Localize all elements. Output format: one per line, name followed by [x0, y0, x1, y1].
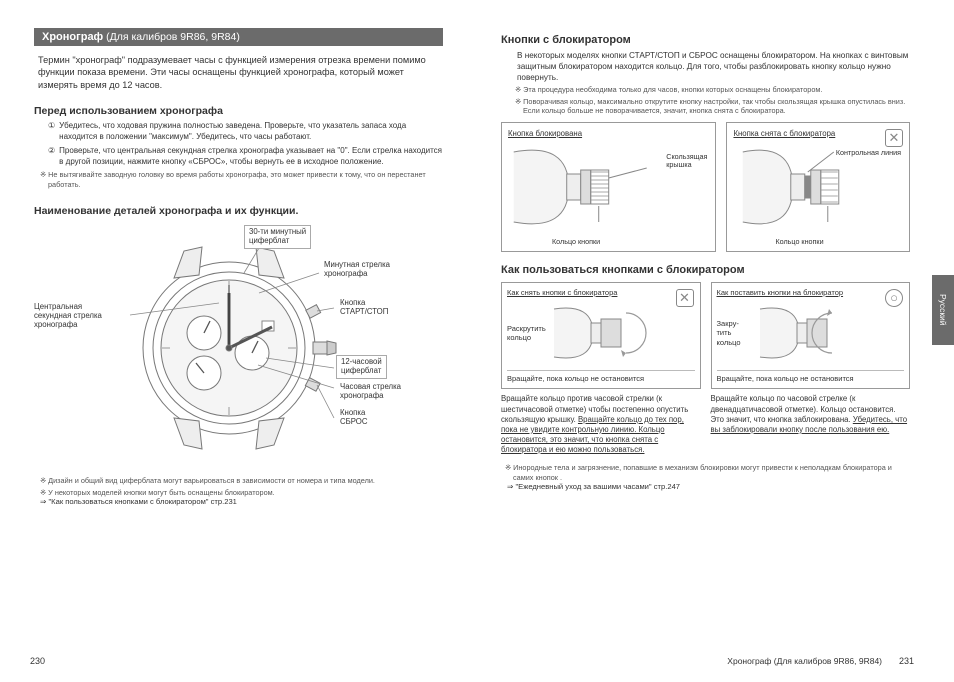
subhead-how-to: Как пользоваться кнопками с блокиратором: [501, 264, 910, 276]
footer-title: Хронограф (Для калибров 9R86, 9R84): [727, 656, 882, 666]
label-slide-cover: Скользящая крышка: [666, 153, 707, 170]
list-item: ② Проверьте, что центральная секундная с…: [48, 146, 443, 168]
how-caption: Как поставить кнопки на блокиратор: [717, 288, 905, 297]
box-unlocked: ✕ Кнопка снята с блокиратора: [726, 122, 910, 252]
page-right: Кнопки с блокиратором В некоторых моделя…: [477, 0, 954, 682]
step-num: ②: [48, 146, 55, 168]
unlock-rotate-illustration: [551, 301, 661, 365]
subhead-lock-buttons: Кнопки с блокиратором: [501, 34, 910, 46]
how-bottom: Вращайте, пока кольцо не остановится: [507, 370, 695, 383]
label-start-stop-btn: Кнопка СТАРТ/СТОП: [340, 299, 388, 317]
star-note: Эта процедура необходима только для часо…: [511, 85, 910, 94]
star-note: Не вытягивайте заводную головку во время…: [34, 170, 443, 189]
circle-icon: ○: [885, 289, 903, 307]
star-note: У некоторых моделей кнопки могут быть ос…: [34, 488, 443, 497]
box-caption: Кнопка блокирована: [508, 129, 709, 138]
step-text: Убедитесь, что ходовая пружина полностью…: [59, 121, 443, 143]
label-central-second: Центральная секундная стрелка хронографа: [34, 303, 102, 330]
step-num: ①: [48, 121, 55, 143]
label-hour-hand: Часовая стрелка хронографа: [340, 383, 401, 401]
label-ring: Кольцо кнопки: [775, 238, 823, 246]
star-note: Инородные тела и загрязнение, попавшие в…: [501, 463, 910, 482]
how-to-diagrams: ✕ Как снять кнопки с блокиратора Раскрут…: [501, 282, 910, 390]
step-text: Проверьте, что центральная секундная стр…: [59, 146, 443, 168]
label-ring: Кольцо кнопки: [552, 238, 600, 246]
numbered-steps: ① Убедитесь, что ходовая пружина полност…: [34, 121, 443, 167]
how-bottom: Вращайте, пока кольцо не остановится: [717, 370, 905, 383]
section-title-rest: (Для калибров 9R86, 9R84): [106, 31, 240, 43]
subhead-before-use: Перед использованием хронографа: [34, 105, 443, 117]
close-icon: ✕: [676, 289, 694, 307]
page-number: 231: [899, 656, 914, 666]
lock-intro: В некоторых моделях кнопки СТАРТ/СТОП и …: [501, 50, 910, 83]
page-left: Хронограф (Для калибров 9R86, 9R84) Терм…: [0, 0, 477, 682]
star-note: Дизайн и общий вид циферблата могут варь…: [34, 476, 443, 485]
how-mid: Раскрутить кольцо: [507, 324, 547, 343]
section-title-bold: Хронограф: [42, 31, 103, 43]
box-locked: Кнопка блокирована: [501, 122, 716, 252]
box-lock-how: ○ Как поставить кнопки на блокиратор Зак…: [711, 282, 911, 390]
lock-rotate-illustration: [757, 301, 867, 365]
how-caption: Как снять кнопки с блокиратора: [507, 288, 695, 297]
label-reset-btn: Кнопка СБРОС: [340, 409, 367, 427]
arrow-ref: "Как пользоваться кнопками с блокираторо…: [50, 497, 443, 506]
label-30min-dial: 30-ти минутный циферблат: [244, 225, 311, 249]
chronograph-diagram: Центральная секундная стрелка хронографа…: [34, 223, 443, 473]
desc-left: Вращайте кольцо против часовой стрелки (…: [501, 394, 701, 455]
intro-text: Термин "хронограф" подразумевает часы с …: [34, 54, 443, 99]
page-number: 230: [30, 656, 45, 666]
box-unlock-how: ✕ Как снять кнопки с блокиратора Раскрут…: [501, 282, 701, 390]
label-control-line: Контрольная линия: [836, 149, 901, 157]
desc-right: Вращайте кольцо по часовой стрелке (к дв…: [711, 394, 911, 455]
description-columns: Вращайте кольцо против часовой стрелки (…: [501, 394, 910, 455]
list-item: ① Убедитесь, что ходовая пружина полност…: [48, 121, 443, 143]
label-minute-hand: Минутная стрелка хронографа: [324, 261, 390, 279]
box-caption: Кнопка снята с блокиратора: [733, 129, 903, 138]
how-mid: Закру- тить кольцо: [717, 319, 753, 347]
subhead-parts: Наименование деталей хронографа и их фун…: [34, 205, 443, 217]
section-title-bar: Хронограф (Для калибров 9R86, 9R84): [34, 28, 443, 46]
star-note: Поворачивая кольцо, максимально открутит…: [511, 97, 910, 116]
arrow-ref: "Ежедневный уход за вашими часами" стр.2…: [517, 482, 910, 491]
watch-illustration: [34, 223, 444, 463]
label-12h-dial: 12-часовой циферблат: [336, 355, 387, 379]
lock-state-diagrams: Кнопка блокирована: [501, 122, 910, 252]
language-tab: Русский: [932, 275, 954, 345]
close-icon: ✕: [885, 129, 903, 147]
